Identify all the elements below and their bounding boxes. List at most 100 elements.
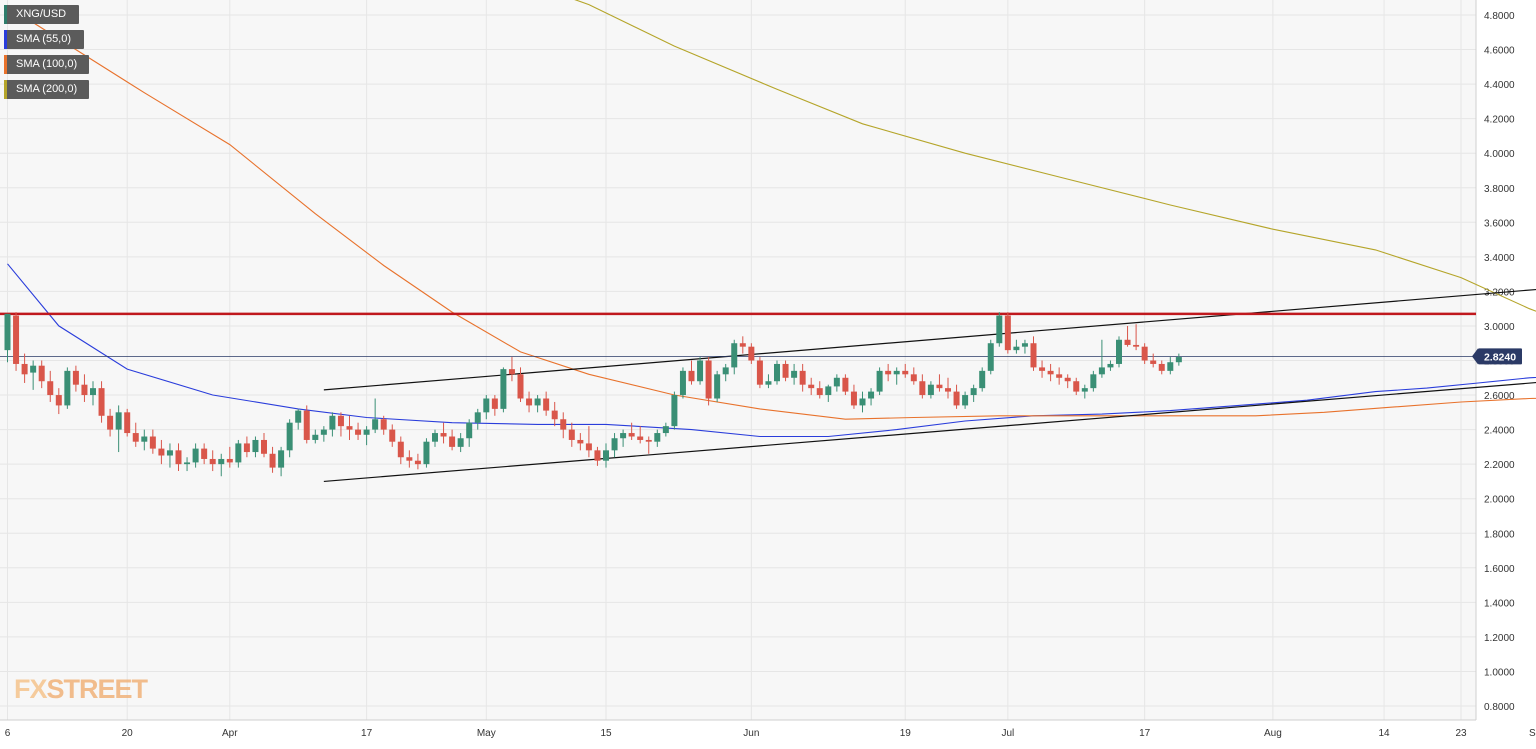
- candle-body[interactable]: [518, 374, 524, 398]
- legend-sma-55[interactable]: SMA (55,0): [4, 30, 84, 49]
- candle-body[interactable]: [56, 395, 62, 405]
- candle-body[interactable]: [885, 371, 891, 374]
- candle-body[interactable]: [791, 371, 797, 378]
- candle-body[interactable]: [740, 343, 746, 346]
- candle-body[interactable]: [979, 371, 985, 388]
- candle-body[interactable]: [560, 419, 566, 429]
- candle-body[interactable]: [594, 450, 600, 460]
- candle-body[interactable]: [133, 433, 139, 442]
- candle-body[interactable]: [526, 399, 532, 406]
- candle-body[interactable]: [774, 364, 780, 381]
- candle-body[interactable]: [270, 454, 276, 468]
- candle-body[interactable]: [415, 461, 421, 464]
- candle-body[interactable]: [381, 419, 387, 429]
- candle-body[interactable]: [851, 392, 857, 406]
- candle-body[interactable]: [817, 388, 823, 395]
- candle-body[interactable]: [834, 378, 840, 387]
- candle-body[interactable]: [432, 433, 438, 442]
- candle-body[interactable]: [441, 433, 447, 436]
- candle-body[interactable]: [304, 411, 310, 440]
- candle-body[interactable]: [1013, 347, 1019, 350]
- candle-body[interactable]: [39, 366, 45, 382]
- candle-body[interactable]: [107, 416, 113, 430]
- candle-body[interactable]: [218, 459, 224, 464]
- candle-body[interactable]: [552, 411, 558, 420]
- candle-body[interactable]: [954, 392, 960, 406]
- candle-body[interactable]: [842, 378, 848, 392]
- candle-body[interactable]: [800, 371, 806, 385]
- candle-body[interactable]: [1065, 378, 1071, 381]
- candle-body[interactable]: [1125, 340, 1131, 345]
- candle-body[interactable]: [671, 395, 677, 426]
- candle-body[interactable]: [99, 388, 105, 416]
- candle-body[interactable]: [500, 369, 506, 409]
- candle-body[interactable]: [697, 361, 703, 382]
- candle-body[interactable]: [748, 347, 754, 361]
- candle-body[interactable]: [535, 399, 541, 406]
- candle-body[interactable]: [936, 385, 942, 388]
- candle-body[interactable]: [1073, 381, 1079, 391]
- legend-xngusd[interactable]: XNG/USD: [4, 5, 79, 24]
- candle-body[interactable]: [372, 419, 378, 429]
- legend-sma-100[interactable]: SMA (100,0): [4, 55, 89, 74]
- legend-sma-200[interactable]: SMA (200,0): [4, 80, 89, 99]
- candle-body[interactable]: [398, 442, 404, 458]
- candle-body[interactable]: [731, 343, 737, 367]
- candle-body[interactable]: [5, 314, 11, 350]
- candle-body[interactable]: [81, 385, 87, 395]
- candle-body[interactable]: [364, 430, 370, 435]
- candle-body[interactable]: [945, 388, 951, 391]
- candle-body[interactable]: [663, 426, 669, 433]
- candle-body[interactable]: [971, 388, 977, 395]
- candle-body[interactable]: [603, 450, 609, 460]
- candle-body[interactable]: [278, 450, 284, 467]
- candle-body[interactable]: [90, 388, 96, 395]
- candle-body[interactable]: [860, 399, 866, 406]
- candle-body[interactable]: [783, 364, 789, 378]
- candle-body[interactable]: [1090, 374, 1096, 388]
- candle-body[interactable]: [765, 381, 771, 384]
- candle-body[interactable]: [569, 430, 575, 440]
- candle-body[interactable]: [466, 423, 472, 439]
- candle-body[interactable]: [347, 426, 353, 429]
- candle-body[interactable]: [689, 371, 695, 381]
- candle-body[interactable]: [176, 450, 182, 464]
- candle-body[interactable]: [877, 371, 883, 392]
- candle-body[interactable]: [1082, 388, 1088, 391]
- candle-body[interactable]: [1176, 357, 1182, 362]
- candle-body[interactable]: [458, 438, 464, 447]
- candle-body[interactable]: [757, 361, 763, 385]
- candle-body[interactable]: [227, 459, 233, 462]
- candle-body[interactable]: [321, 430, 327, 435]
- candle-body[interactable]: [449, 437, 455, 447]
- candle-body[interactable]: [646, 440, 652, 442]
- candle-body[interactable]: [988, 343, 994, 371]
- candle-body[interactable]: [894, 371, 900, 374]
- candle-body[interactable]: [355, 430, 361, 435]
- candle-body[interactable]: [389, 430, 395, 442]
- candle-body[interactable]: [723, 367, 729, 374]
- candle-body[interactable]: [1056, 374, 1062, 377]
- candle-body[interactable]: [210, 459, 216, 464]
- candle-body[interactable]: [1005, 316, 1011, 351]
- candle-body[interactable]: [1048, 371, 1054, 374]
- candle-body[interactable]: [329, 416, 335, 430]
- candle-body[interactable]: [312, 435, 318, 440]
- candle-body[interactable]: [287, 423, 293, 451]
- candle-body[interactable]: [1022, 343, 1028, 346]
- candle-body[interactable]: [406, 457, 412, 460]
- candle-body[interactable]: [201, 449, 207, 459]
- candle-body[interactable]: [116, 412, 122, 429]
- candle-body[interactable]: [586, 443, 592, 450]
- candle-body[interactable]: [73, 371, 79, 385]
- candle-body[interactable]: [1031, 343, 1037, 367]
- candle-body[interactable]: [714, 374, 720, 398]
- candle-body[interactable]: [295, 411, 301, 423]
- candle-body[interactable]: [706, 361, 712, 399]
- candle-body[interactable]: [13, 316, 19, 364]
- candle-body[interactable]: [928, 385, 934, 395]
- candle-body[interactable]: [252, 440, 258, 452]
- candle-body[interactable]: [996, 316, 1002, 344]
